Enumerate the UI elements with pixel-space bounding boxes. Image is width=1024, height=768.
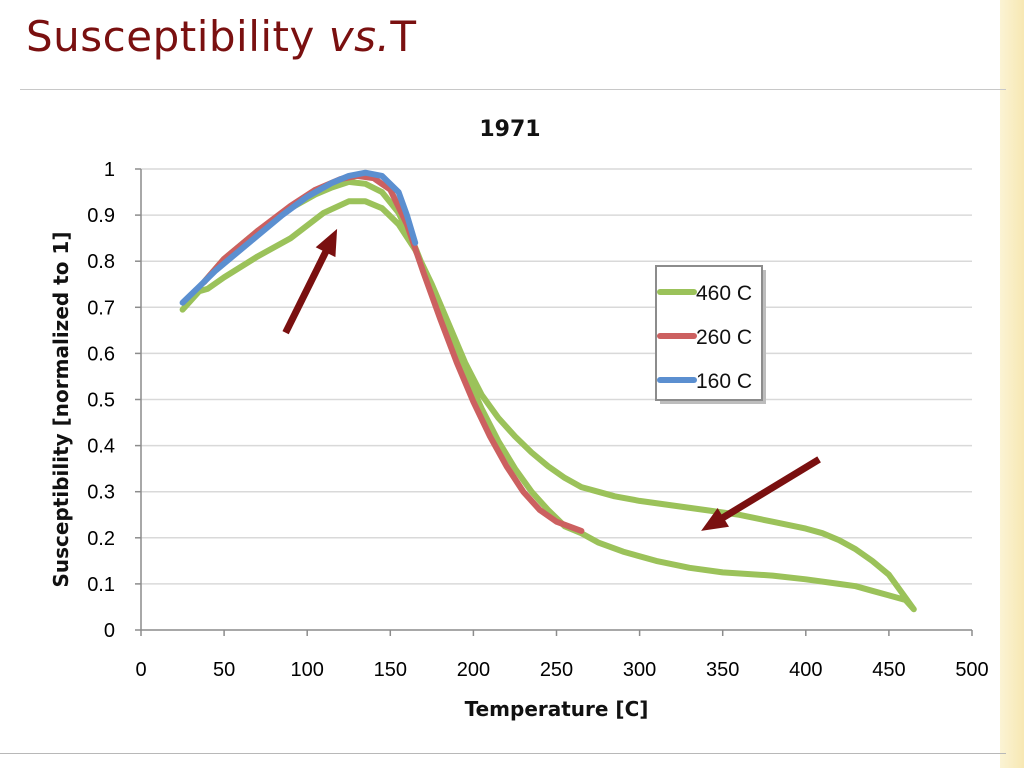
y-tick-label: 0.9 <box>87 205 115 227</box>
y-tick-label: 0.2 <box>87 528 115 550</box>
y-tick-label: 0.5 <box>87 390 115 412</box>
slide-title-main: Susceptibility <box>26 12 329 61</box>
legend-label: 160 C <box>696 370 752 393</box>
x-tick-label: 350 <box>706 659 739 681</box>
x-tick-label: 50 <box>213 659 235 681</box>
x-tick-label: 450 <box>872 659 905 681</box>
content-bottom-divider <box>0 753 1006 754</box>
content-top-divider <box>20 89 1006 90</box>
x-tick-label: 500 <box>955 659 988 681</box>
series-line-160-c <box>179 169 419 306</box>
x-tick-label: 150 <box>374 659 407 681</box>
legend: 460 C 260 C 160 C <box>655 265 766 404</box>
legend-label: 260 C <box>696 326 752 349</box>
slide-title-end: T <box>390 12 417 61</box>
decorative-side-band <box>1000 0 1024 768</box>
y-tick-label: 0.8 <box>87 251 115 273</box>
series-lines <box>179 169 917 613</box>
gridlines <box>141 168 972 585</box>
x-tick-label: 0 <box>135 659 146 681</box>
x-tick-label: 100 <box>291 659 324 681</box>
y-tick-label: 0.3 <box>87 482 115 504</box>
y-tick-label: 1 <box>104 159 115 181</box>
slide-title: Susceptibility vs.T <box>26 12 417 61</box>
annotation-arrows <box>282 228 821 531</box>
x-tick-label: 250 <box>540 659 573 681</box>
x-tick-label: 200 <box>457 659 490 681</box>
y-tick-label: 0.1 <box>87 574 115 596</box>
axes: 0 0.1 0.2 0.3 0.4 0.5 0.6 0.7 0.8 0.9 1 0 50 100 150 20… <box>87 159 989 681</box>
annotation-arrow-shaft <box>718 456 821 522</box>
y-axis-title: Susceptibility [normalized to 1] <box>49 232 73 588</box>
y-tick-label: 0.7 <box>87 297 115 319</box>
x-axis-title: Temperature [C] <box>465 697 649 721</box>
legend-label: 460 C <box>696 282 752 305</box>
chart: 0 0.1 0.2 0.3 0.4 0.5 0.6 0.7 0.8 0.9 1 0 50 100 150 20… <box>49 117 989 721</box>
slide-title-vs: vs. <box>328 12 391 61</box>
annotation-arrow-head <box>701 508 729 531</box>
x-tick-label: 400 <box>789 659 822 681</box>
x-tick-label: 300 <box>623 659 656 681</box>
y-tick-label: 0.4 <box>87 436 115 458</box>
y-tick-label: 0.6 <box>87 343 115 365</box>
y-tick-label: 0 <box>104 620 115 642</box>
annotation-arrow-head <box>315 228 338 258</box>
annotation-arrow-shaft <box>282 247 331 335</box>
chart-title: 1971 <box>479 117 540 142</box>
series-line-460-c <box>179 178 917 613</box>
